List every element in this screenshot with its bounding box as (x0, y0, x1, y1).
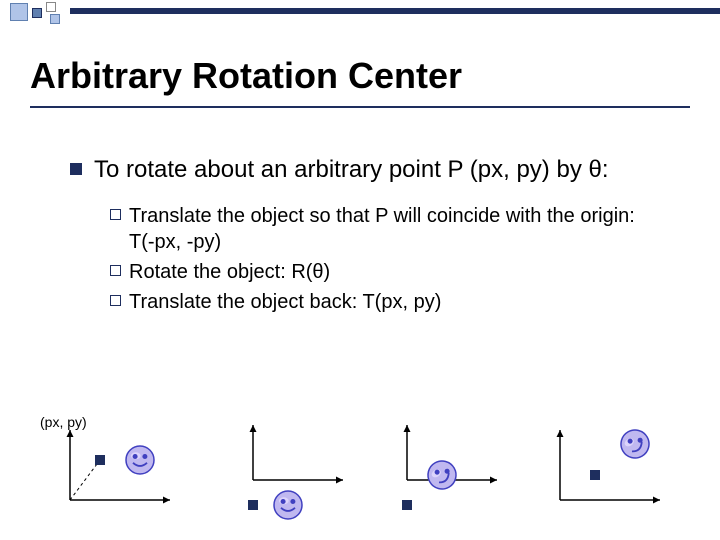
diagram-3 (367, 420, 517, 520)
slide-title: Arbitrary Rotation Center (30, 55, 462, 97)
diagram-2 (203, 420, 353, 520)
hollow-square-icon (110, 209, 121, 220)
body-content: To rotate about an arbitrary point P (px… (70, 155, 660, 319)
diagram-row: (px, py) (40, 420, 680, 520)
sub-bullet: Translate the object so that P will coin… (110, 203, 660, 255)
hollow-square-icon (110, 295, 121, 306)
sub-bullet-text: Translate the object back: T(px, py) (129, 289, 441, 315)
main-bullet-text: To rotate about an arbitrary point P (px… (94, 155, 609, 185)
main-bullet: To rotate about an arbitrary point P (px… (70, 155, 660, 185)
sub-bullet-list: Translate the object so that P will coin… (110, 203, 660, 315)
sub-bullet: Translate the object back: T(px, py) (110, 289, 660, 315)
sub-bullet-text: Translate the object so that P will coin… (129, 203, 660, 255)
diagram-4 (530, 420, 680, 520)
hollow-square-icon (110, 265, 121, 276)
square-bullet-icon (70, 163, 82, 175)
diagram-1: (px, py) (40, 420, 190, 520)
pxpy-label: (px, py) (40, 414, 87, 430)
title-underline (30, 106, 690, 108)
sub-bullet: Rotate the object: R(θ) (110, 259, 660, 285)
top-decoration (0, 0, 720, 32)
sub-bullet-text: Rotate the object: R(θ) (129, 259, 330, 285)
